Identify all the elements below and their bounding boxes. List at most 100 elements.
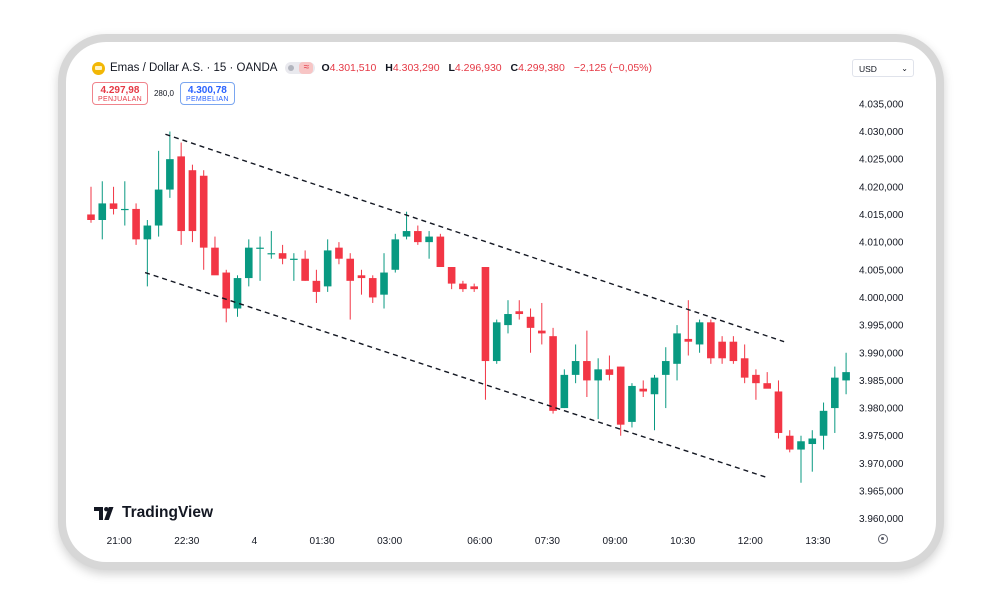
candle-down (301, 258, 309, 281)
high-value: 4.303,290 (392, 62, 440, 74)
y-tick-label: 3.965,000 (859, 487, 904, 498)
candle-down (188, 170, 197, 232)
candle-down (526, 316, 535, 328)
tradingview-logo-icon (94, 506, 114, 520)
buy-price: 4.300,78 (187, 85, 227, 96)
x-tick-label: 06:00 (467, 536, 492, 547)
candle-up (166, 159, 174, 190)
candle-down (447, 267, 456, 284)
candle-down (774, 391, 783, 433)
candle-down (740, 358, 749, 378)
x-tick-label: 12:00 (738, 536, 763, 547)
candle-up (425, 236, 433, 243)
candle-up (143, 225, 152, 240)
y-tick-label: 3.985,000 (859, 376, 904, 387)
candle-up (492, 322, 501, 362)
candle-down (538, 330, 546, 334)
candle-up (695, 322, 704, 345)
candle-down (278, 253, 287, 259)
candle-down (718, 341, 726, 359)
brand-name: TradingView (122, 504, 214, 521)
candle-up (267, 253, 276, 255)
chevron-down-icon: ⌄ (901, 64, 908, 73)
candle-down (357, 275, 366, 279)
candle-up (380, 272, 388, 295)
candle-down (222, 272, 231, 309)
x-tick-label: 09:00 (603, 536, 628, 547)
high-key: H (385, 62, 393, 74)
candle-down (707, 322, 715, 359)
gold-coin-icon (92, 61, 105, 75)
chart-screen: Emas / Dollar A.S. · 15 · OANDA ≈ O4.301… (66, 42, 936, 562)
trade-buttons: 4.297,98 PENJUALAN 280,0 4.300,78 PEMBEL… (92, 82, 235, 105)
candle-down (132, 208, 140, 240)
ohlc-values: O4.301,510 H4.303,290 L4.296,930 C4.299,… (321, 62, 655, 74)
y-tick-label: 3.995,000 (859, 321, 904, 332)
market-status-dot-icon (288, 65, 295, 71)
y-tick-label: 4.025,000 (859, 155, 904, 166)
candle-up (650, 377, 659, 395)
candle-up (323, 250, 332, 287)
candle-up (402, 231, 411, 237)
x-tick-label: 21:00 (107, 536, 132, 547)
y-tick-label: 4.020,000 (859, 182, 904, 193)
candle-up (571, 361, 580, 375)
sell-price: 4.297,98 (100, 85, 140, 96)
y-tick-label: 4.010,000 (859, 238, 904, 249)
y-tick-label: 3.975,000 (859, 431, 904, 442)
candle-down (481, 267, 490, 362)
candle-down (211, 247, 219, 276)
candle-up (628, 385, 636, 422)
candle-down (515, 311, 524, 315)
candle-up (673, 333, 681, 364)
buy-button[interactable]: 4.300,78 PEMBELIAN (179, 82, 235, 105)
candle-up (797, 441, 805, 450)
x-tick-label: 4 (252, 536, 258, 547)
y-tick-label: 4.000,000 (859, 293, 904, 304)
currency-label: USD (859, 64, 877, 74)
candle-down (177, 156, 185, 232)
change-value: −2,125 (−0,05%) (573, 62, 653, 74)
candle-down (616, 366, 625, 425)
symbol-header: Emas / Dollar A.S. · 15 · OANDA ≈ O4.301… (92, 60, 655, 76)
x-tick-label: 13:30 (805, 536, 830, 547)
candle-up (290, 258, 298, 260)
candle-down (414, 231, 422, 243)
currency-select[interactable]: USD ⌄ (852, 59, 914, 77)
tradingview-logo: TradingView (94, 504, 213, 522)
candle-down (729, 341, 738, 362)
y-tick-label: 4.005,000 (859, 265, 904, 276)
close-key: C (510, 62, 519, 74)
close-value: 4.299,380 (518, 62, 565, 74)
spread-value: 280,0 (153, 89, 174, 98)
sell-button[interactable]: 4.297,98 PENJUALAN (92, 82, 148, 105)
candle-down (763, 383, 771, 389)
candle-up (560, 374, 569, 409)
low-value: 4.296,930 (454, 62, 502, 74)
candle-down (549, 336, 557, 411)
y-tick-label: 4.015,000 (859, 210, 904, 221)
time-axis-settings-icon[interactable] (878, 534, 888, 544)
low-key: L (448, 62, 455, 74)
candle-up (842, 372, 850, 381)
candle-up (233, 278, 242, 309)
candle-down (368, 278, 377, 298)
wave-icon: ≈ (299, 62, 314, 74)
market-status-toggle[interactable]: ≈ (285, 62, 316, 74)
candle-down (346, 258, 355, 281)
y-tick-label: 4.030,000 (859, 127, 904, 138)
candle-up (504, 314, 512, 326)
y-tick-label: 3.960,000 (859, 514, 904, 525)
sell-label: PENJUALAN (98, 96, 142, 103)
candle-up (808, 438, 817, 445)
candle-down (785, 435, 794, 450)
x-tick-label: 07:30 (535, 536, 560, 547)
y-tick-label: 3.990,000 (859, 348, 904, 359)
candle-down (583, 361, 591, 381)
candle-down (605, 369, 614, 375)
candlestick-chart[interactable]: 3.960,000 3.965,000 3.970,000 3.975,000 3.98… (66, 42, 936, 562)
candle-up (391, 239, 400, 270)
open-key: O (321, 62, 330, 74)
symbol-title[interactable]: Emas / Dollar A.S. · 15 · OANDA (110, 62, 278, 74)
y-tick-label: 4.035,000 (859, 99, 904, 110)
